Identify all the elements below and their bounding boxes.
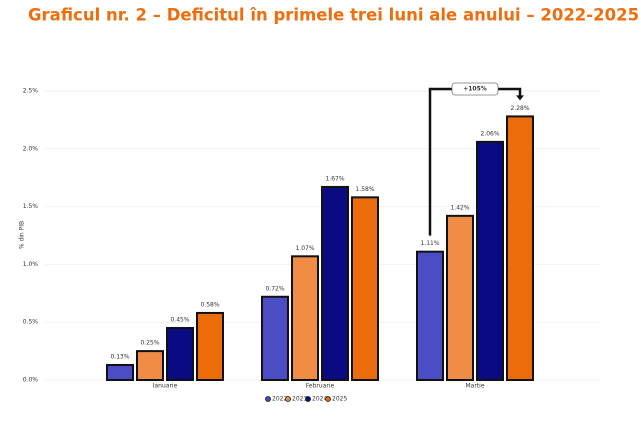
legend-marker	[265, 396, 271, 402]
bar	[446, 214, 474, 381]
annotation: +105%	[463, 86, 487, 93]
y-tick-label: 1.5%	[23, 203, 39, 210]
data-label: 1.11%	[420, 240, 439, 247]
y-tick-label: 1.0%	[23, 261, 39, 268]
bar	[261, 295, 289, 382]
chart-title: Graficul nr. 2 – Deficitul în primele tr…	[28, 6, 639, 25]
legend-label: 2024	[312, 396, 327, 403]
data-label: 0.25%	[140, 340, 159, 347]
data-label: 1.58%	[355, 186, 374, 193]
bar	[196, 311, 224, 381]
data-label: 1.07%	[295, 245, 314, 252]
y-tick-label: 0.0%	[23, 377, 39, 384]
data-label: 0.72%	[265, 285, 284, 292]
legend-label: 2025	[332, 396, 347, 403]
legend-marker	[305, 396, 311, 402]
legend-marker	[325, 396, 331, 402]
data-label: 1.67%	[325, 175, 344, 182]
data-label: 0.45%	[170, 316, 189, 323]
y-tick-label: 2.0%	[23, 145, 39, 152]
bar	[416, 250, 444, 381]
data-label: 2.28%	[510, 105, 529, 112]
bar	[321, 185, 349, 381]
y-tick-label: 2.5%	[23, 88, 39, 95]
bar	[166, 326, 194, 382]
annotation-box	[451, 82, 499, 96]
y-axis-label: % din PIB	[19, 221, 26, 249]
bar	[476, 140, 504, 381]
x-tick-label: Martie	[465, 383, 484, 390]
data-label: 0.13%	[110, 353, 129, 360]
bar	[506, 115, 534, 381]
legend-label: 2023	[292, 396, 307, 403]
x-tick-label: Februarie	[306, 383, 335, 390]
annotation-arrow	[516, 95, 524, 101]
legend-marker	[285, 396, 291, 402]
data-label: 2.06%	[480, 130, 499, 137]
data-label: 1.42%	[450, 204, 469, 211]
bar	[106, 363, 134, 381]
legend-label: 2022	[272, 396, 287, 403]
x-tick-label: Ianuarie	[153, 383, 178, 390]
bar	[136, 350, 164, 382]
y-tick-label: 0.5%	[23, 319, 39, 326]
bar	[351, 196, 379, 381]
bar	[291, 255, 319, 382]
data-label: 0.58%	[200, 301, 219, 308]
